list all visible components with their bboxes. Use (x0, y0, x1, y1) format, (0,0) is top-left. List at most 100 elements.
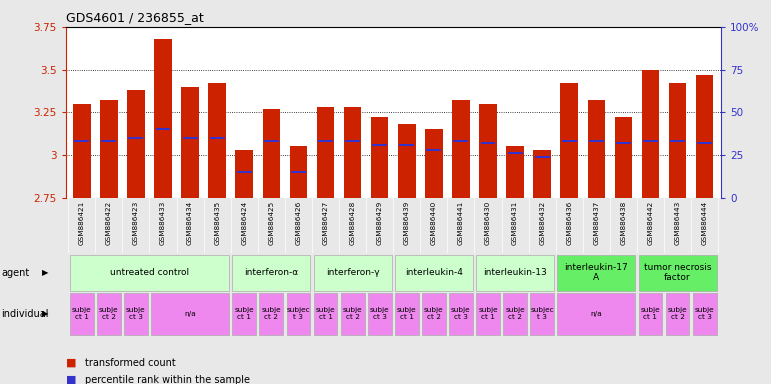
Text: GSM886425: GSM886425 (268, 200, 274, 245)
Bar (70, 255, 229, 291)
Bar (398, 124, 416, 198)
Bar (263, 109, 280, 198)
Text: subje
ct 1: subje ct 1 (72, 308, 92, 320)
Bar (290, 147, 307, 198)
Bar (425, 129, 443, 198)
Text: subje
ct 2: subje ct 2 (505, 308, 525, 320)
Bar (181, 87, 199, 198)
Bar (480, 142, 496, 144)
Text: subje
ct 2: subje ct 2 (99, 308, 119, 320)
Text: subje
ct 3: subje ct 3 (451, 308, 471, 320)
Text: subje
ct 2: subje ct 2 (343, 308, 362, 320)
Text: GSM886433: GSM886433 (160, 200, 166, 245)
Bar (503, 293, 527, 335)
Text: GSM886441: GSM886441 (458, 200, 464, 245)
Text: subje
ct 1: subje ct 1 (478, 308, 498, 320)
Text: GSM886438: GSM886438 (621, 200, 626, 245)
Bar (344, 107, 362, 198)
Text: GSM886428: GSM886428 (349, 200, 355, 245)
Bar (102, 140, 116, 142)
Bar (317, 107, 335, 198)
Text: GSM886430: GSM886430 (485, 200, 491, 245)
Text: percentile rank within the sample: percentile rank within the sample (85, 375, 250, 384)
Bar (235, 150, 253, 198)
Bar (589, 140, 604, 142)
Bar (562, 140, 577, 142)
Text: untreated control: untreated control (110, 268, 189, 277)
Bar (422, 293, 446, 335)
Text: GSM886423: GSM886423 (133, 200, 139, 245)
Bar (314, 255, 392, 291)
Bar (210, 137, 224, 139)
Text: GSM886427: GSM886427 (322, 200, 328, 245)
Bar (264, 140, 279, 142)
Bar (692, 293, 716, 335)
Bar (151, 293, 229, 335)
Bar (665, 293, 689, 335)
Bar (371, 118, 389, 198)
Bar (557, 255, 635, 291)
Text: tumor necrosis
factor: tumor necrosis factor (644, 263, 712, 282)
Bar (318, 140, 333, 142)
Bar (399, 144, 414, 146)
Bar (534, 150, 551, 198)
Bar (426, 149, 441, 151)
Text: interleukin-13: interleukin-13 (483, 268, 547, 277)
Bar (507, 152, 523, 154)
Bar (638, 255, 716, 291)
Text: subje
ct 2: subje ct 2 (261, 308, 281, 320)
Text: subje
ct 3: subje ct 3 (370, 308, 389, 320)
Bar (345, 140, 360, 142)
Text: GSM886435: GSM886435 (214, 200, 221, 245)
Bar (73, 104, 90, 198)
Text: subje
ct 2: subje ct 2 (424, 308, 443, 320)
Text: GSM886426: GSM886426 (295, 200, 301, 245)
Bar (507, 147, 524, 198)
Bar (643, 140, 658, 142)
Text: GSM886422: GSM886422 (106, 200, 112, 245)
Text: subje
ct 1: subje ct 1 (234, 308, 254, 320)
Bar (127, 90, 145, 198)
Bar (476, 293, 500, 335)
Bar (368, 293, 392, 335)
Bar (395, 293, 419, 335)
Text: GSM886442: GSM886442 (648, 200, 654, 245)
Text: n/a: n/a (184, 311, 196, 317)
Bar (208, 83, 226, 198)
Text: ▶: ▶ (42, 310, 48, 318)
Text: subjec
t 3: subjec t 3 (287, 308, 310, 320)
Bar (259, 293, 283, 335)
Text: GSM886439: GSM886439 (404, 200, 409, 245)
Bar (696, 75, 713, 198)
Text: subje
ct 3: subje ct 3 (126, 308, 146, 320)
Text: subje
ct 1: subje ct 1 (397, 308, 416, 320)
Text: GSM886434: GSM886434 (187, 200, 193, 245)
Bar (480, 104, 497, 198)
Text: GSM886431: GSM886431 (512, 200, 518, 245)
Bar (638, 293, 662, 335)
Text: interferon-α: interferon-α (244, 268, 298, 277)
Bar (70, 293, 94, 335)
Text: ■: ■ (66, 358, 76, 367)
Bar (557, 293, 635, 335)
Text: subje
ct 1: subje ct 1 (315, 308, 335, 320)
Bar (183, 137, 197, 139)
Bar (668, 83, 686, 198)
Text: individual: individual (2, 309, 49, 319)
Text: GSM886440: GSM886440 (431, 200, 437, 245)
Text: interleukin-4: interleukin-4 (405, 268, 463, 277)
Text: GSM886424: GSM886424 (241, 200, 247, 245)
Text: subjec
t 3: subjec t 3 (530, 308, 554, 320)
Text: n/a: n/a (591, 311, 602, 317)
Bar (670, 140, 685, 142)
Text: interleukin-17
A: interleukin-17 A (564, 263, 628, 282)
Text: subje
ct 2: subje ct 2 (668, 308, 688, 320)
Bar (476, 255, 554, 291)
Bar (100, 100, 118, 198)
Text: subje
ct 3: subje ct 3 (695, 308, 715, 320)
Bar (372, 144, 387, 146)
Text: GSM886429: GSM886429 (377, 200, 382, 245)
Text: subje
ct 1: subje ct 1 (641, 308, 660, 320)
Bar (237, 171, 251, 173)
Bar (452, 100, 470, 198)
